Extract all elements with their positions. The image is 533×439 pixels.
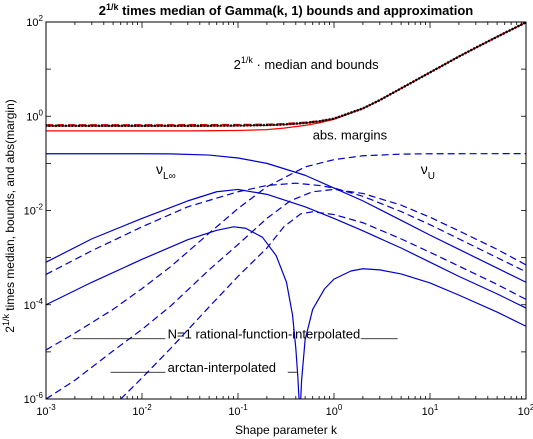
- annotation-1: 21/k · median and bounds: [234, 55, 380, 72]
- axis-ticks: 10-3 10-2 10-1 100 101 102 10-6 10-4 10-2 100 102: [24, 14, 533, 418]
- y-tick-label: 10-6: [24, 391, 44, 406]
- series-line-12: [46, 188, 526, 399]
- annotation-2: abs. margins: [313, 128, 388, 143]
- y-axis-label: 21/k times median, bounds, and abs(margi…: [1, 99, 17, 332]
- chart-title: 21/k times median of Gamma(k, 1) bounds …: [99, 2, 473, 18]
- x-tick-label: 10-3: [36, 403, 56, 418]
- x-tick-label: 102: [518, 403, 533, 418]
- series-line-4: [46, 22, 526, 127]
- y-tick-label: 100: [26, 108, 43, 123]
- axes-frame: [45, 21, 527, 400]
- x-tick-label: 10-1: [228, 403, 248, 418]
- series-line-6: [46, 153, 526, 351]
- series-line-11: [120, 211, 526, 399]
- annotation-4: νU: [421, 161, 435, 182]
- x-axis-label: Shape parameter k: [235, 423, 338, 437]
- annotation-6: arctan-interpolated: [168, 360, 276, 375]
- series-line-9: [46, 226, 300, 399]
- series-line-5: [46, 153, 526, 283]
- annotation-5: N=1 rational-function-interpolated: [168, 327, 361, 342]
- series-line-10: [300, 268, 526, 399]
- series-line-8: [46, 182, 526, 275]
- x-tick-label: 101: [422, 403, 439, 418]
- y-tick-label: 10-4: [24, 297, 44, 312]
- series-line-1: [46, 22, 526, 132]
- plot-area: 21/k · median and bounds abs. margins νL∞ ν…: [46, 22, 526, 399]
- x-tick-label: 100: [326, 403, 343, 418]
- annotation-3: νL∞: [156, 161, 176, 182]
- series-line-3: [46, 22, 526, 127]
- series-line-7: [46, 188, 526, 309]
- x-tick-label: 10-2: [132, 403, 152, 418]
- y-tick-label: 10-2: [24, 203, 44, 218]
- y-tick-label: 102: [26, 14, 43, 29]
- series-line-2: [46, 22, 526, 126]
